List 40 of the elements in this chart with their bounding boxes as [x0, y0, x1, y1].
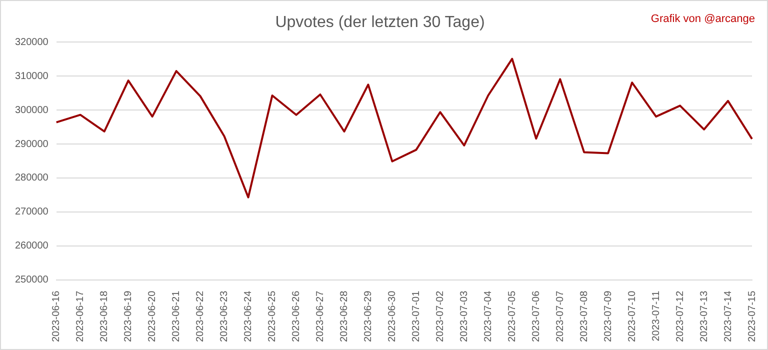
- x-tick-label: 2023-06-26: [290, 290, 302, 342]
- y-tick-label: 300000: [14, 104, 49, 116]
- x-tick-label: 2023-07-13: [698, 290, 710, 342]
- x-tick-label: 2023-07-06: [530, 290, 542, 342]
- x-tick-label: 2023-06-17: [75, 290, 86, 342]
- y-tick-label: 320000: [14, 36, 49, 48]
- y-tick-label: 280000: [14, 172, 49, 184]
- x-tick-label: 2023-07-04: [482, 290, 494, 342]
- x-tick-label: 2023-07-14: [722, 290, 734, 342]
- x-tick-label: 2023-07-02: [434, 290, 446, 342]
- x-tick-label: 2023-07-11: [650, 290, 662, 342]
- x-tick-label: 2023-06-21: [171, 290, 182, 342]
- x-tick-label: 2023-07-08: [578, 290, 590, 342]
- x-tick-label: 2023-06-24: [243, 290, 254, 342]
- chart-title: Upvotes (der letzten 30 Tage): [275, 14, 485, 32]
- x-tick-label: 2023-07-01: [410, 290, 422, 342]
- x-tick-label: 2023-06-28: [338, 290, 350, 342]
- x-tick-label: 2023-07-10: [626, 290, 638, 342]
- y-tick-label: 270000: [14, 206, 49, 218]
- y-tick-label: 250000: [14, 274, 49, 286]
- y-tick-label: 310000: [14, 70, 49, 82]
- x-tick-label: 2023-06-16: [51, 290, 62, 342]
- x-tick-label: 2023-06-29: [362, 290, 374, 342]
- x-tick-label: 2023-06-22: [195, 290, 206, 342]
- y-tick-label: 290000: [14, 138, 49, 150]
- text: Grafik von @arcange: [650, 13, 755, 26]
- x-tick-label: 2023-06-25: [267, 290, 278, 342]
- x-tick-label: 2023-07-05: [506, 290, 518, 342]
- x-tick-label: 2023-06-19: [123, 290, 134, 342]
- y-tick-label: 260000: [14, 240, 49, 252]
- x-tick-label: 2023-07-03: [458, 290, 470, 342]
- x-tick-label: 2023-06-18: [99, 290, 110, 342]
- x-tick-label: 2023-07-15: [746, 290, 758, 342]
- x-tick-label: 2023-06-23: [219, 290, 230, 342]
- x-tick-label: 2023-06-30: [386, 290, 398, 342]
- x-tick-label: 2023-06-27: [314, 290, 326, 342]
- x-tick-label: 2023-07-09: [602, 290, 614, 342]
- x-tick-label: 2023-07-07: [554, 290, 566, 342]
- x-tick-label: 2023-06-20: [147, 290, 158, 342]
- x-tick-label: 2023-07-12: [674, 290, 686, 342]
